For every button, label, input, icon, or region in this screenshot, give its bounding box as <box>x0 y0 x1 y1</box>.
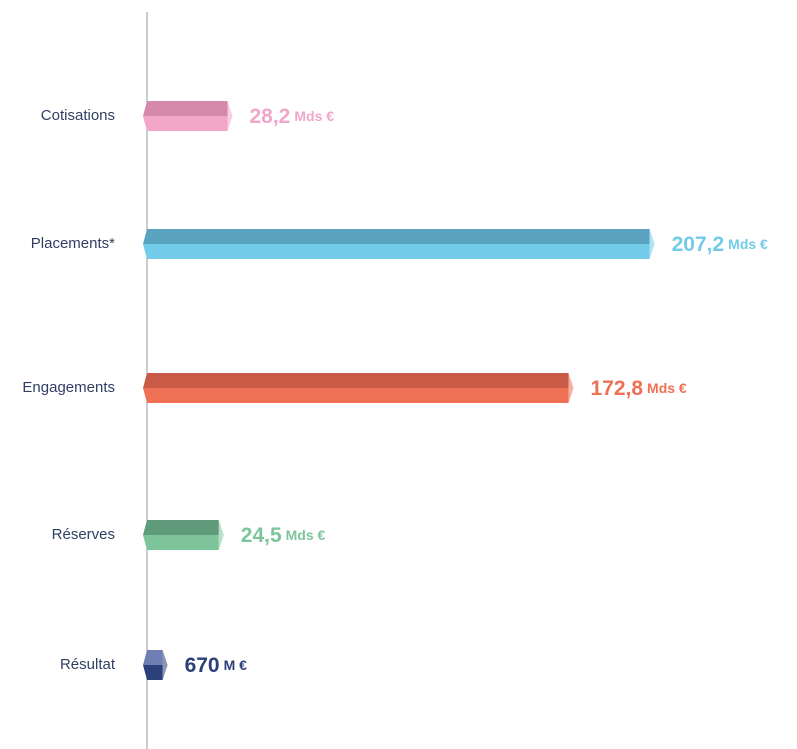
bar-bottom <box>143 244 650 259</box>
bar-top <box>143 520 219 535</box>
value-label: 670 M € <box>185 654 248 677</box>
value-label: 28,2 Mds € <box>249 105 334 128</box>
bar-top <box>143 373 569 388</box>
category-label: Engagements <box>22 379 115 396</box>
value-number: 28,2 <box>249 105 290 128</box>
value-label: 24,5 Mds € <box>241 524 326 547</box>
bar-cap <box>568 373 574 403</box>
bar-cap <box>218 520 224 550</box>
bar-bottom <box>143 116 228 131</box>
value-unit: Mds € <box>294 108 334 124</box>
value-number: 172,8 <box>590 377 643 400</box>
bar-bottom <box>143 388 569 403</box>
bar-bottom <box>143 665 163 680</box>
value-number: 24,5 <box>241 524 282 547</box>
value-unit: Mds € <box>286 527 326 543</box>
value-unit: M € <box>224 657 248 673</box>
bar-cap <box>227 101 233 131</box>
value-label: 207,2 Mds € <box>672 233 768 256</box>
bar-top <box>143 229 650 244</box>
value-number: 207,2 <box>672 233 725 256</box>
bar-top <box>143 101 228 116</box>
category-label: Résultat <box>60 656 116 673</box>
bar-bottom <box>143 535 219 550</box>
value-unit: Mds € <box>647 380 687 396</box>
category-label: Cotisations <box>41 107 115 124</box>
value-unit: Mds € <box>728 236 768 252</box>
bar-cap <box>649 229 655 259</box>
value-label: 172,8 Mds € <box>590 377 686 400</box>
bar-cap <box>162 650 168 680</box>
value-number: 670 <box>185 654 220 677</box>
category-label: Placements* <box>31 235 115 252</box>
category-label: Réserves <box>52 526 115 543</box>
bar-top <box>143 650 163 665</box>
